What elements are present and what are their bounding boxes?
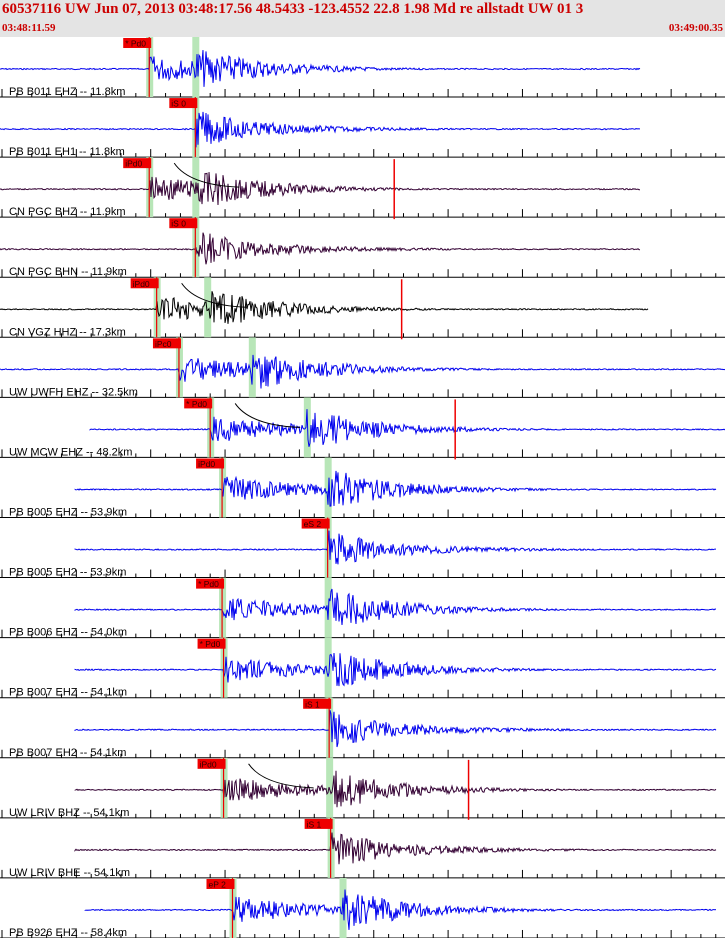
pick-label: * Pd0 [198, 579, 219, 589]
pick-label: iPc0 [155, 339, 172, 349]
pick-label: iPd0 [125, 159, 142, 169]
station-label: CN PGC BHZ -- 11.9km [9, 206, 126, 218]
event-title: 60537116 UW Jun 07, 2013 03:48:17.56 48.… [2, 1, 584, 17]
waveform [74, 470, 717, 507]
station-label: PB B007 EH2 -- 54.1km [9, 747, 126, 759]
pick-flag[interactable] [303, 698, 332, 709]
pick-label: * Pd0 [200, 639, 221, 649]
coda-curve [248, 763, 314, 789]
station-label: UW MCW EHZ -- 48.2km [9, 446, 132, 458]
waveform [84, 889, 717, 930]
waveform [74, 770, 717, 808]
waveform [89, 409, 725, 447]
pick-flag[interactable] [206, 878, 235, 889]
pick-flag[interactable] [169, 98, 198, 109]
waveform [74, 832, 717, 865]
pick-flag[interactable] [196, 458, 225, 469]
waveform [74, 710, 717, 748]
station-label: PB B926 EHZ -- 58.4km [9, 927, 127, 938]
pick-label: iS 0 [171, 99, 186, 109]
trace-row[interactable]: * Pd0 PB B007 EHZ -- 54.1km [0, 637, 725, 699]
waveform [0, 111, 640, 148]
coda-curve [181, 282, 247, 308]
trace-row[interactable]: iPd0 CN PGC BHZ -- 11.9km [0, 157, 725, 220]
trace-row[interactable]: iPd0 PB B005 EHZ -- 53.9km [0, 457, 725, 518]
waveform [74, 652, 717, 687]
pick-flag[interactable] [130, 278, 159, 289]
waveform [0, 232, 641, 265]
trace-row[interactable]: iS 0 PB B011 EH1 -- 11.8km [0, 97, 725, 158]
waveform [74, 588, 717, 626]
station-label: CN VGZ HHZ -- 17.3km [9, 326, 126, 338]
pick-label: iS 1 [305, 699, 320, 709]
waveform [0, 50, 641, 87]
station-label: PB B011 EHZ -- 11.8km [9, 86, 125, 98]
trace-row[interactable]: iS 0 CN PGC BHN -- 11.9km [0, 217, 725, 278]
pick-label: iPd0 [198, 459, 215, 469]
pick-label: iS 0 [171, 219, 186, 229]
trace-row[interactable]: * Pd0 UW MCW EHZ -- 48.2km [0, 397, 725, 460]
station-label: UW LRIV BHE -- 54.1km [9, 867, 130, 879]
s-window [324, 637, 332, 698]
end-time-label: 03:49:00.35 [668, 22, 723, 34]
station-label: PB B005 EHZ -- 53.9km [9, 506, 127, 518]
pick-label: eP 2 [208, 879, 226, 889]
waveform [74, 530, 716, 565]
trace-row[interactable]: iS 1 PB B007 EH2 -- 54.1km [0, 697, 725, 759]
event-header: 60537116 UW Jun 07, 2013 03:48:17.56 48.… [0, 0, 725, 37]
coda-curve [234, 403, 301, 428]
station-label: UW UWFH EHZ -- 32.5km [9, 386, 138, 398]
station-label: PB B011 EH1 -- 11.8km [9, 146, 125, 158]
start-time-label: 03:48:11.59 [2, 22, 56, 34]
pick-label: iPd0 [200, 759, 217, 769]
trace-row[interactable]: iPd0 CN VGZ HHZ -- 17.3km [0, 277, 725, 340]
pick-flag[interactable] [123, 38, 152, 48]
station-label: CN PGC BHN -- 11.9km [9, 266, 127, 278]
pick-flag[interactable] [169, 218, 198, 229]
waveform [0, 354, 725, 389]
coda-curve [173, 162, 240, 188]
trace-row[interactable]: iPd0 UW LRIV BHZ -- 54.1km [0, 757, 725, 820]
seismogram-plot[interactable]: * Pd0 PB B011 EHZ -- 11.8km iS 0 PB B011 EH… [0, 37, 725, 938]
pick-flag[interactable] [152, 338, 181, 349]
pick-label: eS 2 [304, 519, 322, 529]
pick-flag[interactable] [197, 758, 226, 769]
waveform [0, 172, 640, 206]
pick-flag[interactable] [184, 398, 213, 409]
trace-row[interactable]: eP 2 PB B926 EHZ -- 58.4km [0, 877, 725, 938]
pick-flag[interactable] [123, 158, 152, 169]
seismogram-panel[interactable]: * Pd0 PB B011 EHZ -- 11.8km iS 0 PB B011 EH… [0, 37, 725, 938]
pick-flag[interactable] [301, 518, 330, 529]
pick-label: * Pd0 [186, 399, 207, 409]
station-label: UW LRIV BHZ -- 54.1km [9, 807, 129, 819]
trace-row[interactable]: eS 2 PB B005 EH2 -- 53.9km [0, 517, 725, 579]
s-window [204, 277, 212, 338]
trace-row[interactable]: iS 1 UW LRIV BHE -- 54.1km [0, 817, 725, 879]
pick-label: * Pd0 [125, 39, 146, 49]
trace-row[interactable]: * Pd0 PB B011 EHZ -- 11.8km [0, 37, 725, 98]
pick-label: iS 1 [307, 819, 322, 829]
station-label: PB B006 EHZ -- 54.0km [9, 627, 127, 639]
station-label: PB B007 EHZ -- 54.1km [9, 687, 127, 699]
station-label: PB B005 EH2 -- 53.9km [9, 567, 126, 579]
trace-row[interactable]: iPc0 UW UWFH EHZ -- 32.5km [0, 337, 725, 398]
s-window [192, 37, 200, 97]
trace-row[interactable]: * Pd0 PB B006 EHZ -- 54.0km [0, 577, 725, 639]
pick-flag[interactable] [304, 818, 333, 829]
pick-label: iPd0 [133, 279, 150, 289]
pick-flag[interactable] [196, 578, 225, 589]
pick-flag[interactable] [197, 638, 226, 649]
waveform [0, 291, 649, 324]
